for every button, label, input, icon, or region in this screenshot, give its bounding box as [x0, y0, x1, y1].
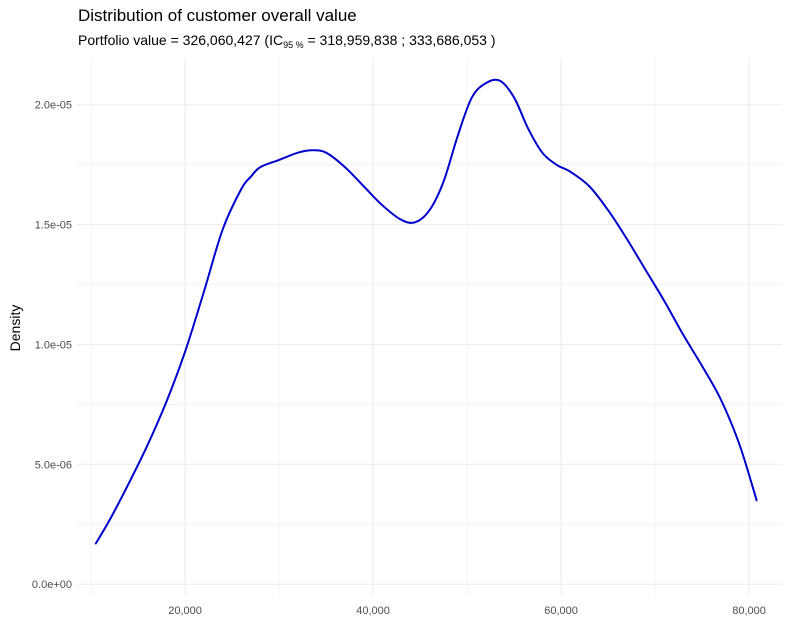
x-tick-label: 80,000: [732, 605, 766, 617]
x-tick-label: 20,000: [168, 605, 202, 617]
y-tick-label: 0.0e+00: [32, 579, 72, 591]
x-tick-label: 60,000: [544, 605, 578, 617]
y-tick-label: 2.0e-05: [35, 100, 72, 112]
y-axis-label: Density: [7, 305, 23, 352]
x-tick-label: 40,000: [356, 605, 390, 617]
chart-title: Distribution of customer overall value: [78, 6, 357, 25]
chart-subtitle: Portfolio value = 326,060,427 (IC95 % = …: [78, 32, 495, 50]
subtitle-suffix: = 318,959,838 ; 333,686,053 ): [303, 32, 496, 48]
x-axis-ticks: 20,000 40,000 60,000 80,000: [168, 605, 766, 617]
subtitle-prefix: Portfolio value = 326,060,427 (IC: [78, 32, 284, 48]
subtitle-subscript: 95 %: [283, 40, 304, 50]
y-tick-label: 1.5e-05: [35, 220, 72, 232]
y-axis-ticks: 0.0e+00 5.0e-06 1.0e-05 1.5e-05 2.0e-05: [32, 100, 72, 591]
y-tick-label: 1.0e-05: [35, 339, 72, 351]
grid-lines: [77, 58, 782, 595]
y-tick-label: 5.0e-06: [35, 459, 72, 471]
density-line: [94, 78, 758, 545]
